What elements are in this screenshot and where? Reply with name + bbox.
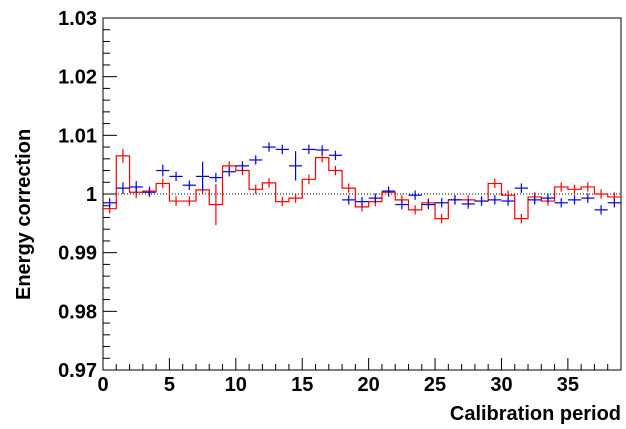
y-tick-label: 1.03: [58, 8, 97, 30]
x-tick-label: 5: [164, 374, 175, 396]
x-tick-label: 25: [424, 374, 446, 396]
y-axis-title: Energy correction: [13, 129, 35, 300]
y-tick-label: 0.97: [58, 360, 97, 382]
plot-area: 0 5 10 15 20 25 30 35 0.97 0.98 0.99 1 1.01 1.02 1.03: [58, 8, 622, 396]
y-tick-label: 1.02: [58, 67, 97, 89]
y-tick-label: 0.99: [58, 243, 97, 265]
x-tick-label: 20: [358, 374, 380, 396]
x-tick-label: 35: [557, 374, 579, 396]
x-tick-label: 10: [225, 374, 247, 396]
x-tick-label: 0: [97, 374, 108, 396]
x-tick-label: 15: [291, 374, 313, 396]
x-axis-title: Calibration period: [450, 403, 621, 425]
y-tick-label: 0.98: [58, 301, 97, 323]
y-tick-label: 1.01: [58, 125, 97, 147]
x-tick-label: 30: [490, 374, 512, 396]
y-tick-label: 1: [86, 184, 97, 206]
